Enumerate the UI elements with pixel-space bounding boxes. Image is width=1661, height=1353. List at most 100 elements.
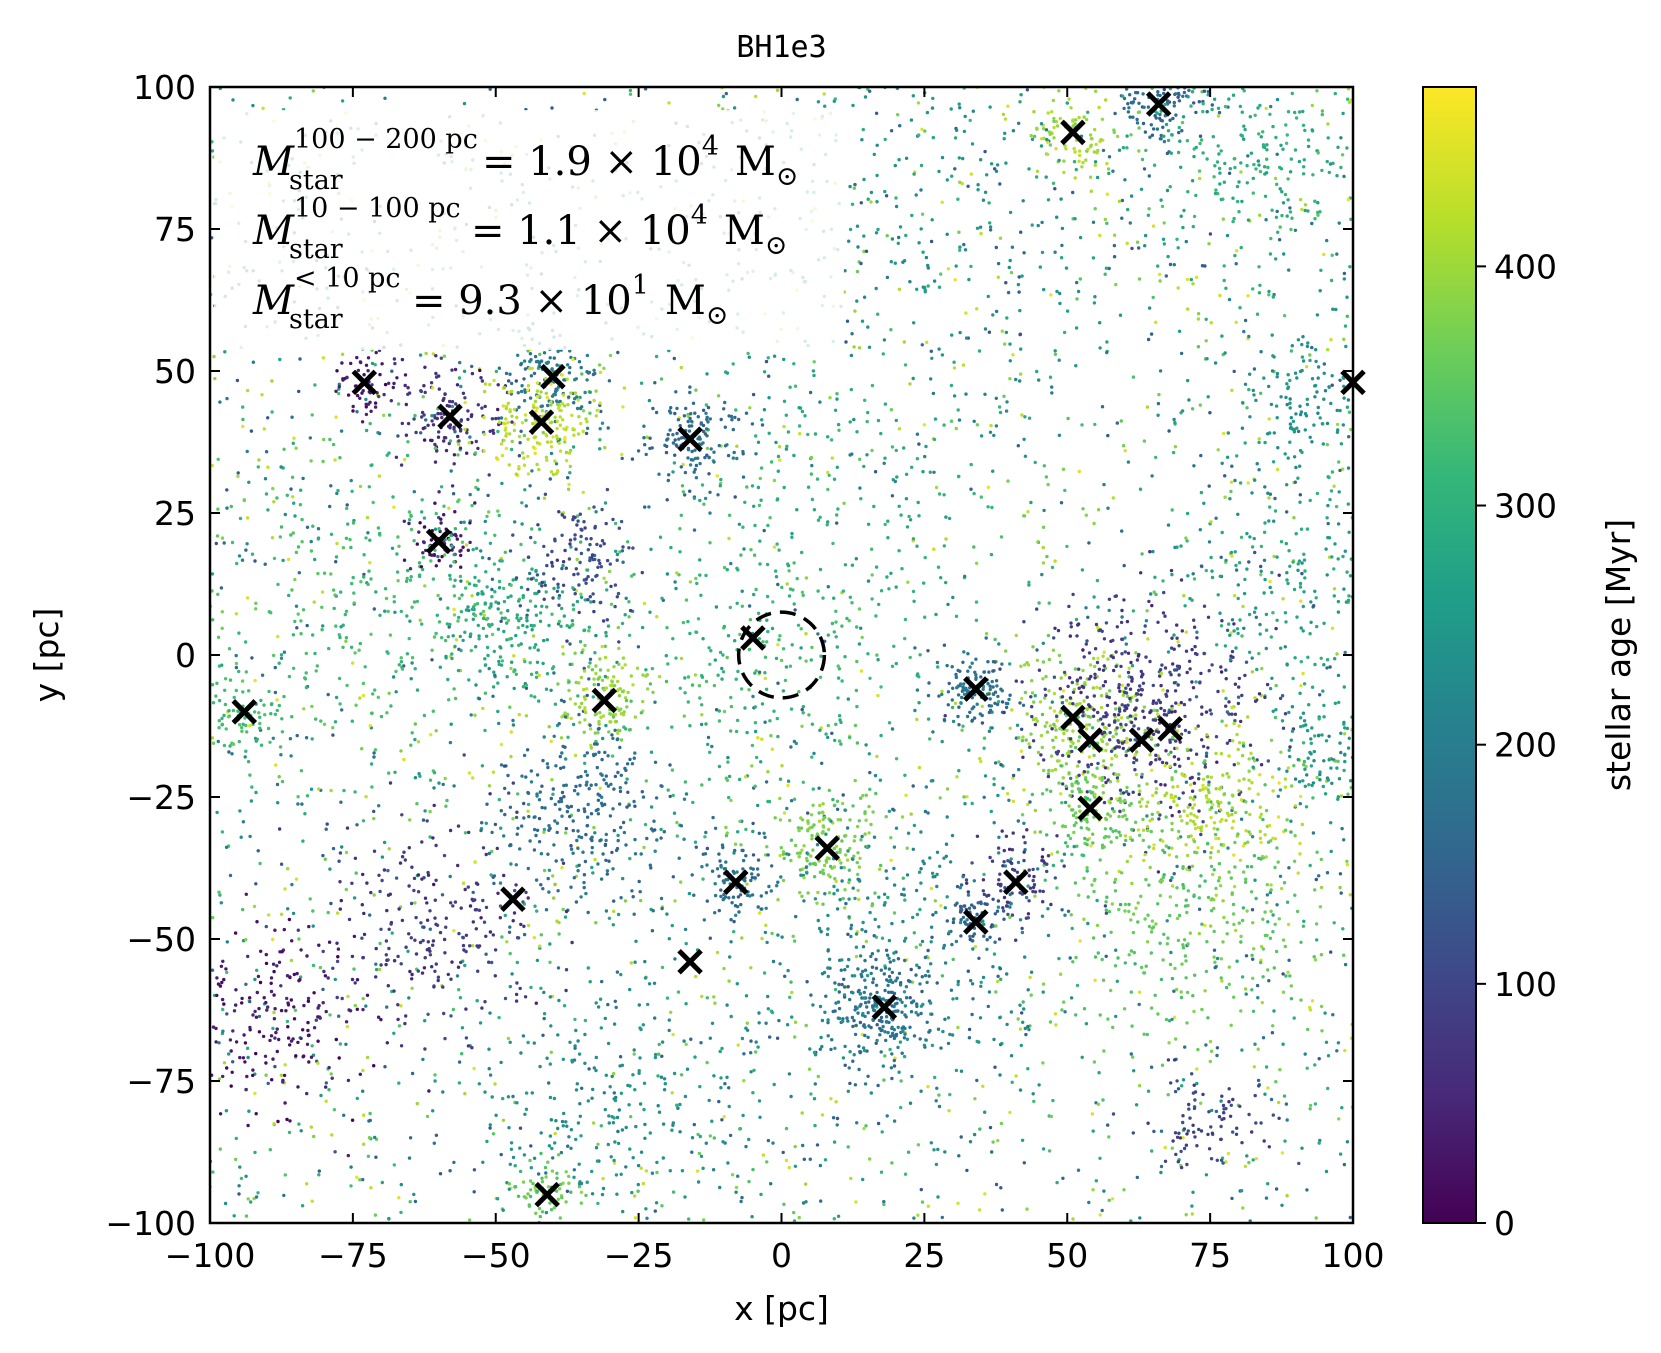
star-point	[700, 865, 704, 869]
star-point	[1114, 1014, 1118, 1019]
star-point	[223, 702, 228, 707]
star-point	[251, 360, 256, 364]
star-point	[1094, 142, 1098, 147]
star-point	[226, 715, 231, 719]
star-point	[1241, 906, 1246, 910]
star-point	[818, 1047, 822, 1052]
star-point	[465, 451, 469, 455]
star-point	[809, 455, 814, 460]
star-point	[729, 1014, 733, 1019]
star-point	[1184, 630, 1189, 634]
star-point	[588, 411, 592, 415]
star-point	[728, 1133, 733, 1138]
star-point	[578, 705, 582, 709]
star-point	[1197, 777, 1201, 781]
star-point	[1052, 722, 1056, 727]
star-point	[588, 400, 592, 405]
star-point	[1158, 93, 1162, 98]
star-point	[1326, 122, 1330, 126]
star-point	[214, 541, 218, 546]
star-point	[684, 1042, 688, 1047]
star-point	[1058, 687, 1063, 691]
star-point	[1149, 332, 1154, 336]
star-point	[575, 406, 580, 411]
star-point	[1340, 1106, 1344, 1110]
star-point	[733, 639, 737, 643]
star-point	[1184, 536, 1188, 540]
star-point	[606, 668, 610, 672]
star-point	[687, 1217, 691, 1221]
star-point	[1330, 470, 1335, 474]
star-point	[467, 441, 471, 445]
star-point	[222, 713, 226, 718]
star-point	[913, 708, 917, 713]
star-point	[646, 687, 650, 691]
star-point	[1181, 791, 1185, 795]
star-point	[735, 982, 739, 986]
star-point	[1089, 762, 1094, 767]
star-point	[365, 515, 370, 520]
star-point	[520, 501, 524, 505]
star-point	[421, 395, 425, 399]
star-point	[1338, 885, 1342, 890]
star-point	[210, 736, 215, 740]
star-point	[1197, 772, 1201, 776]
star-point	[1270, 208, 1274, 212]
star-point	[1052, 636, 1056, 640]
star-point	[1214, 810, 1218, 815]
star-point	[719, 477, 723, 482]
star-point	[1046, 152, 1050, 157]
star-point	[1215, 760, 1219, 764]
star-point	[1061, 782, 1065, 786]
star-point	[1165, 99, 1170, 103]
star-point	[542, 827, 547, 832]
star-point	[1030, 691, 1035, 695]
star-point	[429, 538, 434, 542]
star-point	[978, 1127, 982, 1131]
star-point	[1074, 745, 1078, 750]
star-point	[1030, 223, 1034, 227]
star-point	[950, 942, 954, 947]
star-point	[399, 1004, 403, 1008]
star-point	[1091, 1188, 1095, 1192]
star-point	[1341, 111, 1345, 116]
star-point	[1285, 510, 1289, 514]
star-point	[1202, 604, 1207, 608]
star-point	[263, 713, 267, 717]
star-point	[1085, 639, 1089, 643]
star-point	[589, 746, 594, 750]
star-point	[584, 431, 589, 436]
star-point	[598, 786, 602, 790]
star-point	[1078, 153, 1082, 158]
star-point	[623, 613, 627, 617]
star-point	[822, 92, 826, 96]
star-point	[1176, 95, 1180, 100]
star-point	[831, 797, 835, 802]
star-point	[218, 893, 222, 897]
star-point	[894, 196, 898, 200]
star-point	[539, 986, 543, 990]
star-point	[757, 911, 762, 915]
star-point	[1245, 1154, 1249, 1158]
star-point	[1237, 792, 1241, 797]
star-point	[1129, 631, 1133, 636]
star-point	[367, 569, 371, 573]
star-point	[324, 1099, 328, 1103]
star-point	[960, 689, 965, 693]
star-point	[403, 373, 408, 377]
star-point	[447, 625, 451, 629]
star-point	[292, 436, 296, 440]
star-point	[934, 1162, 939, 1167]
star-point	[1308, 1103, 1313, 1108]
star-point	[326, 910, 330, 915]
star-point	[698, 1134, 702, 1139]
star-point	[1310, 345, 1314, 350]
star-point	[487, 510, 491, 514]
star-point	[1135, 240, 1140, 244]
star-point	[487, 1047, 491, 1051]
star-point	[675, 834, 679, 838]
star-point	[614, 719, 618, 724]
star-point	[865, 453, 869, 457]
star-point	[1308, 1005, 1312, 1010]
star-point	[1103, 217, 1108, 222]
